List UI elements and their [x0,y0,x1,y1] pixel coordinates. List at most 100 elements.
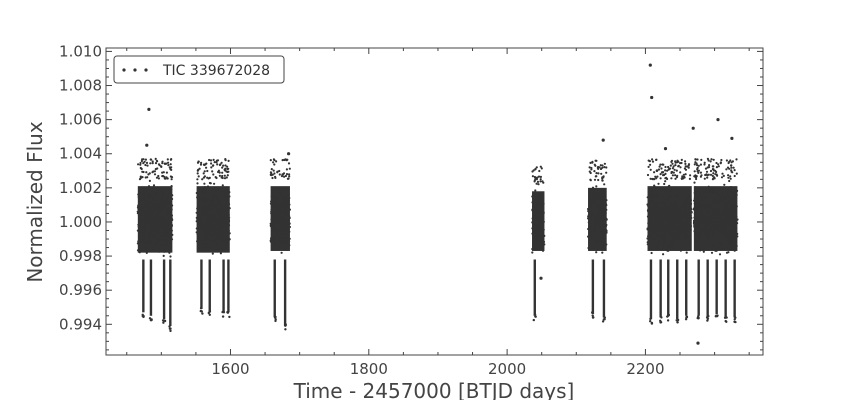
data-point [664,180,667,183]
data-point [217,246,220,249]
data-point [605,231,608,234]
data-point [163,204,166,207]
data-point [226,170,229,174]
data-point [211,219,214,223]
data-point [165,171,168,174]
data-point [219,163,222,166]
legend-marker-dot [133,68,137,72]
data-point [163,319,167,323]
data-point [280,251,283,254]
data-point [154,226,157,230]
data-point [270,200,273,203]
data-point [685,194,688,197]
data-point [221,193,224,196]
data-point [671,167,675,170]
data-point [725,159,729,162]
data-point [162,220,165,223]
data-point [284,234,287,237]
data-point [719,198,722,201]
data-point [212,225,215,228]
data-point [693,170,696,173]
data-point [717,165,720,168]
data-point [153,244,156,247]
data-point [680,230,683,233]
data-point [734,199,737,203]
data-point [659,163,662,166]
data-point [225,190,228,193]
data-point [707,243,710,246]
data-point [592,230,595,233]
data-point [652,206,655,209]
data-point [725,219,728,222]
data-point [693,202,696,205]
data-point [597,217,600,220]
data-point [710,202,714,205]
data-point [668,243,671,246]
data-point [278,222,281,225]
data-point [273,240,276,243]
data-point [725,251,729,254]
data-segment [531,165,546,254]
data-point [725,225,728,228]
data-point [288,167,291,170]
data-segment [692,157,739,263]
data-point [601,166,604,169]
data-point [665,176,668,179]
data-point [216,202,219,205]
data-point [535,239,538,242]
data-point [659,234,662,237]
data-point [668,230,671,233]
data-point [216,163,219,166]
data-point [709,189,712,192]
data-point [271,176,274,180]
data-point [672,223,675,226]
data-point [688,204,691,207]
data-point [169,327,172,330]
data-point [156,167,159,170]
data-point [211,192,214,196]
data-point [655,231,658,235]
data-point [212,158,215,161]
data-point [705,191,708,194]
data-point [676,321,679,324]
data-point [201,178,204,181]
data-point [202,176,205,179]
data-point [600,218,603,221]
data-point [725,215,728,218]
data-point [697,317,700,320]
data-point [591,209,594,212]
data-point [595,213,599,216]
data-point [647,221,650,224]
y-tick-label: 1.010 [59,42,102,60]
data-point [672,246,675,249]
data-point [162,321,165,324]
data-point [667,228,670,231]
data-point [725,168,728,171]
data-point [587,207,590,211]
data-point [689,196,692,199]
data-point [676,226,679,229]
data-point [735,172,738,175]
data-point [205,166,208,169]
data-point [209,201,212,204]
data-point [719,161,723,164]
data-point [272,161,275,164]
data-point [195,216,198,219]
data-point [603,318,606,321]
data-point [675,218,679,221]
data-point [282,205,285,208]
data-point [647,159,650,162]
data-point [701,211,704,214]
data-point [670,206,673,209]
transit-dip [705,259,710,322]
data-point [214,209,217,212]
data-point [165,162,168,165]
data-point [203,170,206,173]
data-point [269,171,272,174]
data-point [703,161,706,164]
data-point [593,178,597,181]
data-point [672,237,675,240]
data-point [605,166,608,169]
data-point [605,229,608,232]
data-point [271,209,274,212]
